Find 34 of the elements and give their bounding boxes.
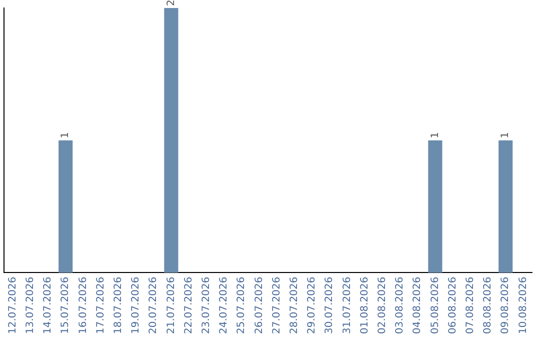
x-tick-label: 04.08.2026 — [412, 276, 424, 334]
x-tick-label: 10.08.2026 — [518, 276, 529, 334]
x-tick-label: 02.08.2026 — [376, 276, 388, 334]
x-tick-label: 30.07.2026 — [324, 276, 336, 334]
x-tick-label: 27.07.2026 — [271, 276, 282, 334]
x-tick-label: 21.07.2026 — [166, 276, 177, 334]
data-label: 1 — [430, 132, 441, 138]
x-tick-label: 03.08.2026 — [394, 276, 406, 334]
x-tick-label: 25.07.2026 — [236, 276, 248, 334]
x-tick-label: 01.08.2026 — [359, 276, 370, 334]
x-tick-label: 16.07.2026 — [78, 276, 89, 334]
x-tick-label: 15.07.2026 — [60, 276, 72, 334]
data-label: 2 — [166, 0, 177, 6]
x-tick-label: 19.07.2026 — [130, 276, 142, 334]
x-tick-label: 23.07.2026 — [200, 276, 212, 334]
data-label: 1 — [500, 132, 512, 138]
x-tick-label: 12.07.2026 — [7, 276, 18, 334]
x-tick-label: 05.08.2026 — [430, 276, 441, 334]
x-tick-label: 22.07.2026 — [183, 276, 194, 334]
x-tick-label: 26.07.2026 — [254, 276, 265, 334]
x-tick-label: 20.07.2026 — [148, 276, 160, 334]
x-tick-label: 17.07.2026 — [95, 276, 106, 334]
x-tick-label: 18.07.2026 — [112, 276, 124, 334]
x-tick-label: 13.07.2026 — [24, 276, 36, 334]
data-label: 1 — [60, 132, 72, 138]
x-tick-label: 06.08.2026 — [447, 276, 458, 334]
x-tick-label: 07.08.2026 — [464, 276, 476, 334]
x-tick-label: 08.08.2026 — [482, 276, 494, 334]
x-tick-label: 31.07.2026 — [342, 276, 353, 334]
x-tick-label: 29.07.2026 — [306, 276, 318, 334]
x-tick-label: 28.07.2026 — [288, 276, 300, 334]
x-tick-label: 24.07.2026 — [218, 276, 230, 334]
x-tick-label: 09.08.2026 — [500, 276, 512, 334]
x-tick-label: 14.07.2026 — [42, 276, 54, 334]
